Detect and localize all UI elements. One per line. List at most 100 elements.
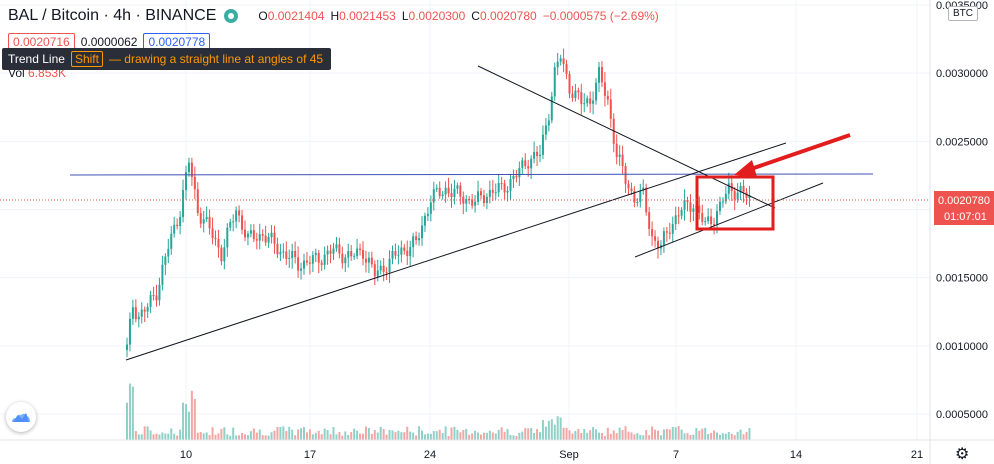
- candle-body: [294, 250, 297, 258]
- candle-body: [140, 309, 143, 317]
- volume-bar: [199, 432, 202, 440]
- candle-body: [199, 213, 202, 224]
- candle-body: [462, 196, 465, 204]
- candle-body: [276, 243, 279, 255]
- candle-body: [500, 183, 503, 185]
- volume-bar: [568, 430, 571, 440]
- volume-bar: [716, 432, 718, 440]
- volume-bar: [155, 433, 158, 440]
- candle-body: [432, 189, 435, 203]
- candle-body: [373, 264, 376, 277]
- price-axis: 0.00350000.00300000.00250000.00200000.00…: [929, 0, 988, 464]
- volume-bar: [193, 398, 196, 440]
- time-tick-label: 10: [180, 449, 192, 461]
- candle-body: [474, 201, 477, 206]
- volume-bar: [196, 432, 199, 440]
- candle-body: [246, 233, 249, 238]
- symbol-title[interactable]: BAL / Bitcoin · 4h · BINANCE: [8, 7, 217, 24]
- candle-body: [350, 250, 353, 257]
- shift-key-hint: Shift: [70, 51, 103, 67]
- cloud-icon: [12, 413, 30, 422]
- volume-bar: [131, 386, 134, 440]
- volume-bar: [126, 402, 128, 440]
- candle-body: [155, 295, 158, 301]
- candle-body: [745, 192, 748, 198]
- currency-badge[interactable]: BTC: [948, 6, 978, 21]
- candle-body: [733, 191, 736, 200]
- volume-bar: [707, 433, 710, 440]
- gear-icon[interactable]: ⚙: [955, 446, 970, 463]
- volume-bar: [294, 435, 297, 440]
- volume-bar: [146, 426, 149, 440]
- trendline-resistance[interactable]: [477, 65, 776, 209]
- volume-bar: [550, 419, 553, 440]
- volume-bar: [512, 435, 515, 440]
- volume-bar: [683, 433, 686, 440]
- volume-bar: [261, 435, 264, 440]
- candle-body: [447, 187, 450, 194]
- candle-body: [456, 185, 459, 189]
- high-label: H: [330, 9, 340, 23]
- candle-body: [146, 306, 149, 312]
- volume-bar: [344, 431, 347, 440]
- volume-bar: [391, 430, 394, 440]
- volume-bar: [651, 426, 654, 440]
- volume-bar: [450, 427, 453, 440]
- volume-bar: [385, 434, 388, 440]
- candle-body: [311, 255, 314, 264]
- volume-bar: [317, 430, 320, 440]
- annotation-arrow[interactable]: [747, 133, 851, 172]
- volume-bar: [273, 430, 276, 440]
- candle-body: [418, 238, 421, 241]
- volume-bar: [648, 435, 651, 440]
- candle-body: [128, 318, 131, 345]
- candle-body: [459, 185, 462, 197]
- trendline-channel-bottom[interactable]: [634, 182, 824, 258]
- buy-button[interactable]: 0.0020778: [143, 33, 211, 51]
- tool-name: Trend Line: [8, 52, 65, 66]
- volume-bar: [305, 432, 308, 440]
- drawings-layer: [69, 65, 874, 361]
- volume-bars: [126, 383, 751, 440]
- volume-bar: [258, 429, 261, 440]
- open-value: 0.0021404: [267, 9, 325, 23]
- candle-body: [568, 74, 571, 94]
- volume-bar: [329, 434, 332, 440]
- candle-body: [553, 67, 556, 97]
- volume-bar: [364, 426, 367, 440]
- candle-body: [397, 254, 400, 256]
- volume-bar: [524, 428, 527, 440]
- volume-bar: [179, 429, 182, 440]
- volume-bar: [223, 427, 226, 440]
- volume-bar: [730, 433, 733, 440]
- bar-countdown: 01:07:01: [944, 211, 987, 223]
- trendline-support[interactable]: [125, 142, 787, 361]
- candle-body: [423, 215, 426, 226]
- highlight-box[interactable]: [695, 175, 775, 231]
- volume-bar: [462, 430, 465, 440]
- candle-body: [651, 229, 654, 237]
- volume-bar: [362, 433, 364, 440]
- volume-bar: [134, 431, 137, 440]
- volume-bar: [615, 433, 618, 440]
- volume-bar: [704, 427, 707, 440]
- volume-bar: [603, 435, 606, 440]
- candle-body: [391, 251, 394, 259]
- candle-body: [223, 247, 226, 262]
- candle-body: [137, 316, 140, 320]
- volume-bar: [718, 434, 721, 440]
- volume-bar: [500, 427, 503, 440]
- candle-body: [689, 202, 692, 212]
- candle-body: [359, 248, 362, 250]
- candle-body: [341, 253, 344, 264]
- candle-body: [326, 250, 329, 255]
- volume-bar: [400, 432, 403, 440]
- tradingview-logo-icon[interactable]: [6, 402, 36, 432]
- candle-body: [633, 190, 636, 203]
- candle-body: [710, 216, 713, 225]
- candle-body: [559, 58, 562, 62]
- volume-bar: [176, 435, 179, 440]
- volume-bar: [618, 427, 621, 440]
- low-value: 0.0020300: [408, 9, 466, 23]
